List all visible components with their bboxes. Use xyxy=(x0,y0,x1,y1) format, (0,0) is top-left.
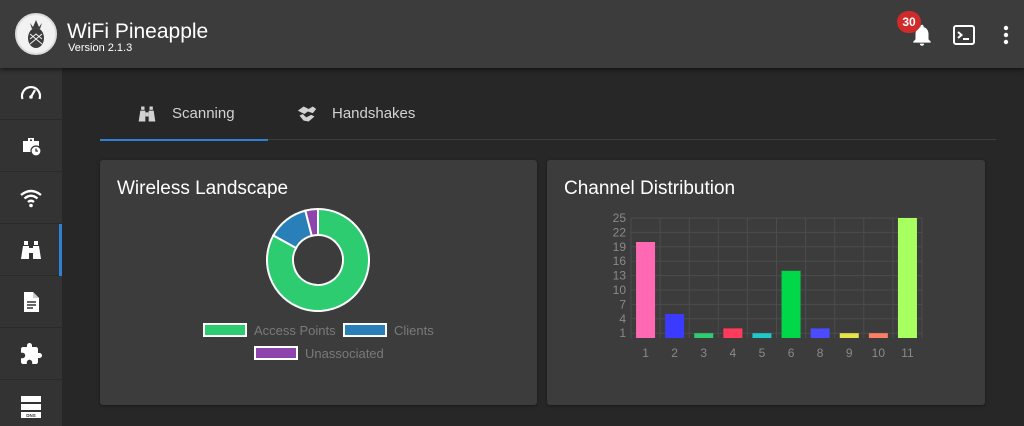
bar-channel-2[interactable] xyxy=(665,314,685,338)
sidebar-item-modules[interactable] xyxy=(0,328,62,380)
x-tick-label: 3 xyxy=(700,346,707,360)
pineapple-logo-icon[interactable] xyxy=(15,13,57,55)
y-tick-label: 16 xyxy=(613,254,627,268)
binoculars-icon xyxy=(21,241,41,259)
tab-scanning[interactable]: Scanning xyxy=(100,88,268,141)
wireless-landscape-title: Wireless Landscape xyxy=(117,178,289,199)
y-tick-label: 25 xyxy=(613,211,627,225)
app-title: WiFi Pineapple xyxy=(67,20,209,43)
bar-channel-1[interactable] xyxy=(636,242,656,338)
speedometer-icon xyxy=(20,85,42,100)
more-vert-icon[interactable] xyxy=(996,23,1016,52)
bar-channel-10[interactable] xyxy=(868,333,888,338)
y-tick-label: 10 xyxy=(613,283,627,297)
legend-swatch-access-points[interactable] xyxy=(203,323,247,337)
app-version: Version 2.1.3 xyxy=(68,42,133,54)
sidebar-item-campaigns[interactable] xyxy=(0,120,62,172)
pie-slice-access-points[interactable] xyxy=(266,207,370,312)
y-tick-label: 7 xyxy=(619,297,626,311)
y-tick-label: 19 xyxy=(613,240,627,254)
document-icon xyxy=(24,292,39,312)
wireless-landscape-chart: Access Points Clients Unassociated xyxy=(203,207,434,361)
recon-tabs: Scanning Handshakes xyxy=(100,88,996,141)
channel-distribution-card: Channel Distribution 1 4 7 10 13 16 19 22 25 1 2 3 4… xyxy=(547,160,985,405)
x-tick-label: 8 xyxy=(817,346,824,360)
sidebar-item-dns[interactable]: DNS xyxy=(0,380,62,426)
x-tick-label: 5 xyxy=(759,346,766,360)
tab-handshakes[interactable]: Handshakes xyxy=(268,88,438,140)
legend-swatch-unassociated[interactable] xyxy=(254,346,298,360)
bar-channel-6[interactable] xyxy=(781,270,801,338)
pie-slice-unassociated[interactable] xyxy=(304,207,319,238)
legend-label-unassociated: Unassociated xyxy=(305,346,384,361)
x-tick-label: 1 xyxy=(642,346,649,360)
sidebar-item-recon[interactable] xyxy=(0,224,62,276)
sidebar-item-pineap[interactable] xyxy=(0,172,62,224)
handshake-icon xyxy=(297,106,317,122)
sidebar-item-dashboard[interactable] xyxy=(0,68,62,120)
binoculars-icon xyxy=(138,106,156,122)
bar-channel-3[interactable] xyxy=(694,333,714,338)
x-tick-label: 6 xyxy=(788,346,795,360)
bar-channel-8[interactable] xyxy=(810,328,830,338)
dns-server-icon: DNS xyxy=(21,396,41,418)
bell-icon[interactable] xyxy=(909,22,935,53)
channel-distribution-title: Channel Distribution xyxy=(564,178,736,199)
active-tab-indicator xyxy=(100,139,268,141)
bar-channel-4[interactable] xyxy=(723,328,743,338)
legend-swatch-clients[interactable] xyxy=(343,323,387,337)
notification-count-badge: 30 xyxy=(897,11,921,33)
top-bar: WiFi Pineapple Version 2.1.3 30 xyxy=(0,0,1024,68)
dns-label: DNS xyxy=(26,413,36,418)
y-tick-label: 4 xyxy=(619,312,626,326)
bar-channel-11[interactable] xyxy=(897,218,917,338)
x-tick-label: 4 xyxy=(730,346,737,360)
bar-channel-5[interactable] xyxy=(752,333,772,338)
wireless-landscape-card: Wireless Landscape Access Points Clients U… xyxy=(100,160,537,405)
puzzle-icon xyxy=(21,343,42,364)
briefcase-clock-icon xyxy=(23,138,42,157)
sidebar-item-logging[interactable] xyxy=(0,276,62,328)
x-tick-label: 11 xyxy=(901,346,914,360)
y-tick-label: 1 xyxy=(619,326,626,340)
y-tick-label: 22 xyxy=(613,225,627,239)
legend-label-clients: Clients xyxy=(394,323,434,338)
bar-channel-9[interactable] xyxy=(839,333,859,338)
tab-scanning-label: Scanning xyxy=(172,105,235,122)
wifi-icon xyxy=(20,189,42,208)
x-tick-label: 2 xyxy=(671,346,678,360)
tab-handshakes-label: Handshakes xyxy=(332,105,416,122)
sidebar: DNS xyxy=(0,68,62,426)
terminal-icon[interactable] xyxy=(952,23,976,52)
legend-label-access-points: Access Points xyxy=(254,323,336,338)
x-tick-label: 10 xyxy=(872,346,886,360)
y-tick-label: 13 xyxy=(613,269,627,283)
x-tick-label: 9 xyxy=(846,346,853,360)
